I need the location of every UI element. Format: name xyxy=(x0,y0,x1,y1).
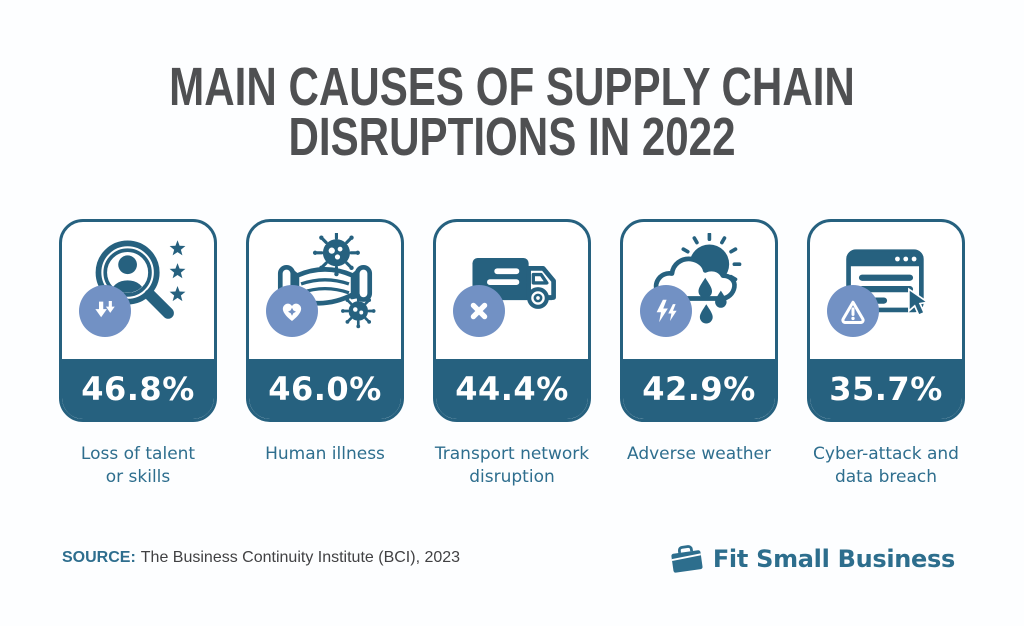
cause-card-cyber: 35.7% xyxy=(807,219,965,422)
percentage-value: 46.8% xyxy=(81,370,195,408)
percentage-value: 44.4% xyxy=(455,370,569,408)
cause-column-illness: 46.0% Human illness xyxy=(246,219,404,489)
cause-label: Cyber-attack and data breach xyxy=(813,444,959,487)
icon-area xyxy=(62,222,214,359)
cause-column-cyber: 35.7% Cyber-attack and data breach xyxy=(807,219,965,489)
value-band: 46.0% xyxy=(249,359,401,419)
logo-text: Fit Small Business xyxy=(712,545,955,573)
source-label: SOURCE: xyxy=(62,549,136,566)
value-band: 46.8% xyxy=(62,359,214,419)
cause-card-talent: 46.8% xyxy=(59,219,217,422)
cause-label: Loss of talent or skills xyxy=(80,444,196,487)
icon-area xyxy=(436,222,588,359)
source-text: The Business Continuity Institute (BCI),… xyxy=(140,549,461,566)
fit-small-business-logo: Fit Small Business xyxy=(667,541,955,577)
value-band: 44.4% xyxy=(436,359,588,419)
cause-cards-row: 46.8% Loss of talent or skills xyxy=(59,219,965,489)
cause-card-illness: 46.0% xyxy=(246,219,404,422)
title-line-1: MAIN CAUSES OF SUPPLY CHAIN xyxy=(169,57,855,117)
cause-column-weather: 42.9% Adverse weather xyxy=(620,219,778,489)
briefcase-icon xyxy=(671,545,703,573)
heart-plus-icon xyxy=(266,285,318,337)
cause-card-weather: 42.9% xyxy=(620,219,778,422)
lightning-bolts-icon xyxy=(640,285,692,337)
value-band: 42.9% xyxy=(623,359,775,419)
stars xyxy=(169,240,186,302)
page-title: MAIN CAUSES OF SUPPLY CHAIN DISRUPTIONS … xyxy=(0,57,1024,167)
cause-column-talent: 46.8% Loss of talent or skills xyxy=(59,219,217,489)
cause-label: Human illness xyxy=(265,444,385,464)
source-attribution: SOURCE: The Business Continuity Institute… xyxy=(62,549,460,567)
cause-column-transport: 44.4% Transport network disruption xyxy=(433,219,591,489)
x-mark-icon xyxy=(453,285,505,337)
title-line-2: DISRUPTIONS IN 2022 xyxy=(288,107,736,167)
double-down-arrow-icon xyxy=(79,285,131,337)
percentage-value: 42.9% xyxy=(642,370,756,408)
percentage-value: 35.7% xyxy=(829,370,943,408)
cause-card-transport: 44.4% xyxy=(433,219,591,422)
cause-label: Adverse weather xyxy=(626,444,772,464)
value-band: 35.7% xyxy=(810,359,962,419)
warning-triangle-icon xyxy=(827,285,879,337)
icon-area xyxy=(810,222,962,359)
icon-area xyxy=(623,222,775,359)
percentage-value: 46.0% xyxy=(268,370,382,408)
icon-area xyxy=(249,222,401,359)
cause-label: Transport network disruption xyxy=(434,444,590,487)
